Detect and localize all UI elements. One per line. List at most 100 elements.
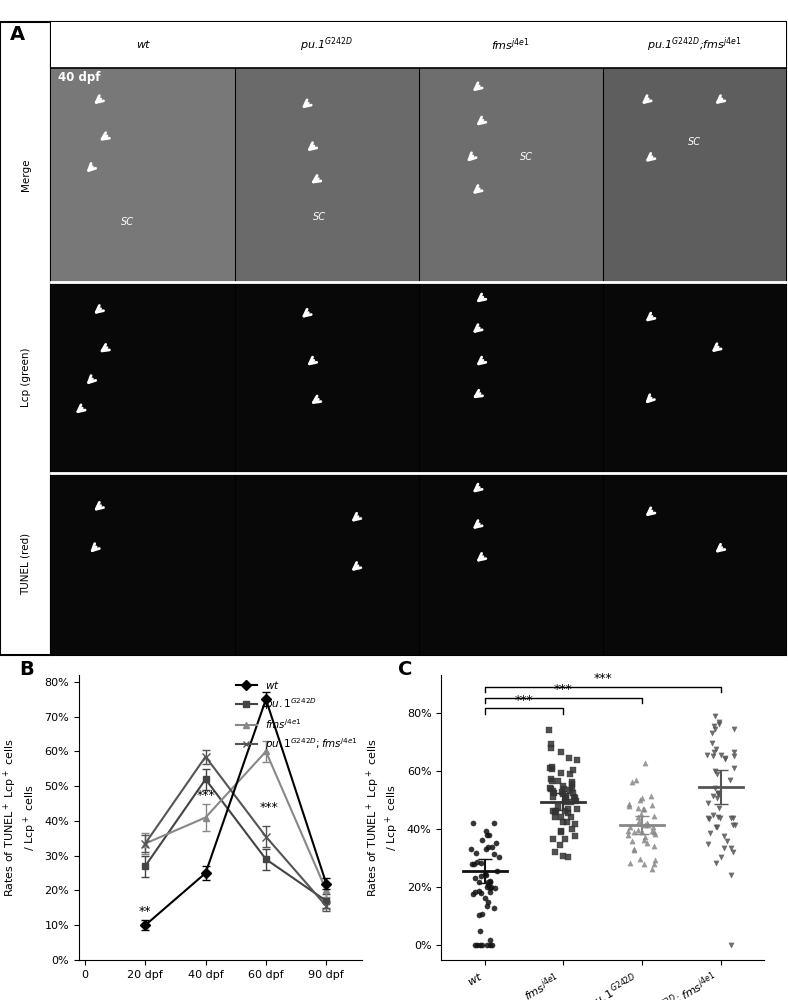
Point bbox=[727, 760, 740, 776]
Point bbox=[725, 810, 738, 826]
Point bbox=[562, 801, 574, 817]
Text: fms$^{j4e1}$: fms$^{j4e1}$ bbox=[492, 36, 530, 53]
Point bbox=[645, 788, 657, 804]
Point bbox=[569, 790, 582, 806]
Point bbox=[622, 823, 634, 839]
Bar bbox=[235, 473, 419, 655]
Point bbox=[637, 832, 650, 848]
Point bbox=[628, 824, 641, 840]
Point bbox=[562, 849, 574, 865]
Text: SC: SC bbox=[688, 137, 701, 147]
Point bbox=[567, 762, 579, 778]
Bar bbox=[603, 68, 786, 282]
Point bbox=[482, 894, 495, 910]
Point bbox=[483, 874, 496, 890]
Point bbox=[635, 790, 648, 806]
Point bbox=[475, 868, 488, 884]
Point bbox=[727, 748, 740, 764]
Point bbox=[544, 780, 556, 796]
Point bbox=[630, 772, 643, 788]
Point bbox=[712, 785, 724, 801]
Point bbox=[624, 819, 637, 835]
Point bbox=[708, 763, 721, 779]
Point bbox=[473, 907, 485, 923]
Point bbox=[712, 786, 725, 802]
Text: ***: *** bbox=[259, 801, 278, 814]
Point bbox=[703, 811, 716, 827]
Text: 40 dpf: 40 dpf bbox=[58, 71, 100, 84]
Point bbox=[705, 735, 718, 751]
Point bbox=[466, 815, 479, 831]
Point bbox=[638, 755, 651, 771]
Point bbox=[555, 744, 567, 760]
Point bbox=[713, 800, 726, 816]
Point bbox=[719, 751, 732, 767]
Point bbox=[471, 854, 484, 870]
Point bbox=[545, 759, 558, 775]
Point bbox=[556, 786, 569, 802]
Point bbox=[474, 855, 487, 871]
Point bbox=[467, 856, 480, 872]
Point bbox=[571, 801, 584, 817]
Point bbox=[488, 900, 500, 916]
Point bbox=[622, 827, 634, 843]
Point bbox=[623, 798, 635, 814]
Text: TUNEL (red): TUNEL (red) bbox=[20, 533, 31, 595]
Text: C: C bbox=[398, 660, 412, 679]
Point bbox=[484, 880, 496, 896]
Point bbox=[715, 747, 727, 763]
Text: SC: SC bbox=[313, 212, 325, 222]
Point bbox=[724, 840, 737, 856]
Point bbox=[554, 765, 567, 781]
Point bbox=[712, 809, 725, 825]
Point bbox=[474, 923, 486, 939]
Point bbox=[474, 885, 487, 901]
Point bbox=[546, 783, 559, 799]
Point bbox=[641, 815, 654, 831]
Bar bbox=[419, 282, 603, 473]
Bar bbox=[51, 22, 786, 68]
Point bbox=[566, 774, 578, 790]
Point bbox=[719, 750, 731, 766]
Point bbox=[567, 785, 579, 801]
Point bbox=[481, 877, 494, 893]
Point bbox=[706, 748, 719, 764]
Point bbox=[543, 722, 556, 738]
Point bbox=[484, 873, 496, 889]
Point bbox=[475, 937, 488, 953]
Point bbox=[484, 937, 496, 953]
Point bbox=[636, 824, 649, 840]
Point bbox=[708, 721, 721, 737]
Text: pu.1$^{G242D}$;fms$^{j4e1}$: pu.1$^{G242D}$;fms$^{j4e1}$ bbox=[647, 35, 742, 54]
Point bbox=[570, 793, 582, 809]
Point bbox=[727, 817, 739, 833]
Point bbox=[565, 821, 578, 837]
Point bbox=[569, 816, 582, 832]
Point bbox=[701, 810, 714, 826]
Text: B: B bbox=[20, 660, 35, 679]
Point bbox=[718, 840, 730, 856]
Point bbox=[632, 800, 645, 816]
Point bbox=[729, 817, 742, 833]
Point bbox=[628, 842, 641, 858]
Point bbox=[555, 809, 567, 825]
Point bbox=[701, 795, 714, 811]
Point bbox=[713, 716, 726, 732]
Point bbox=[548, 804, 561, 820]
Point bbox=[623, 855, 636, 871]
Point bbox=[647, 819, 660, 835]
Point bbox=[476, 832, 489, 848]
Point bbox=[725, 937, 738, 953]
Point bbox=[489, 880, 502, 896]
Point bbox=[701, 747, 714, 763]
Bar bbox=[235, 282, 419, 473]
Point bbox=[637, 801, 650, 817]
Point bbox=[480, 841, 492, 857]
Point bbox=[709, 819, 722, 835]
Point bbox=[471, 937, 484, 953]
Point bbox=[475, 906, 488, 922]
Bar bbox=[51, 282, 235, 473]
Point bbox=[566, 780, 578, 796]
Point bbox=[547, 789, 559, 805]
Point bbox=[648, 808, 660, 824]
